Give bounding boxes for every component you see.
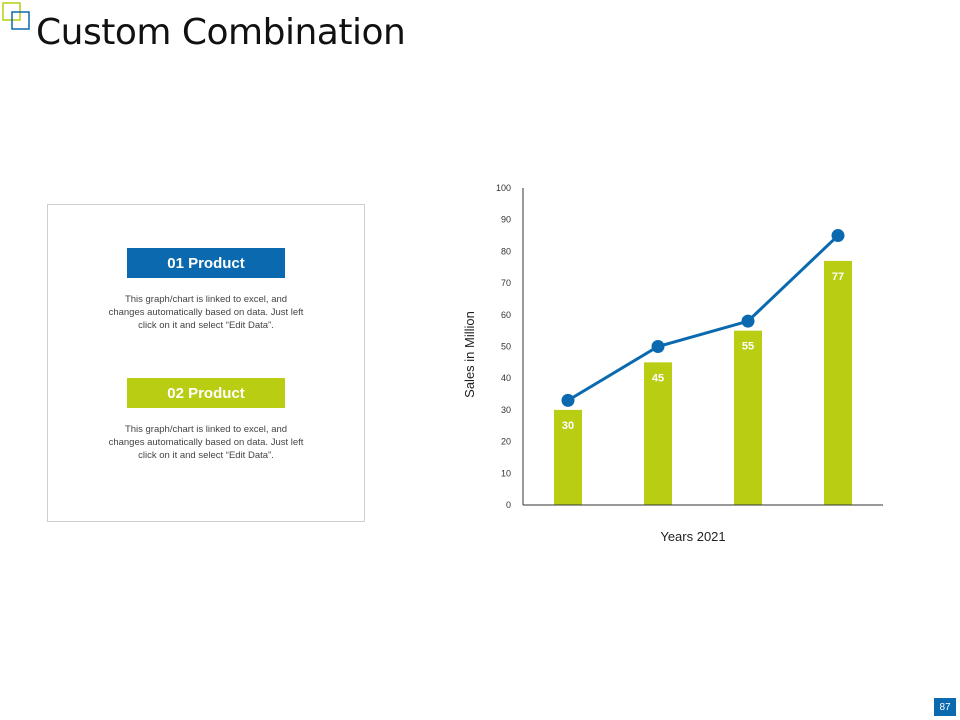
- y-tick-label: 40: [501, 373, 511, 383]
- y-tick-label: 20: [501, 437, 511, 447]
- legend-panel: 01 Product This graph/chart is linked to…: [47, 204, 365, 522]
- y-tick-label: 50: [501, 342, 511, 352]
- combo-chart: 0 10 20 30 40 50 60 70 80 90 100 30 45 55 77 Sales in…: [462, 183, 883, 544]
- bar-series: [554, 260, 852, 505]
- y-tick-label: 0: [506, 500, 511, 510]
- line-point: [651, 340, 665, 353]
- y-tick-label: 90: [501, 215, 511, 225]
- series-line: [567, 234, 840, 402]
- product2-description: This graph/chart is linked to excel, and…: [108, 424, 304, 461]
- bar-data-label: 45: [652, 372, 664, 384]
- product1-description: This graph/chart is linked to excel, and…: [108, 294, 304, 331]
- y-tick-label: 60: [501, 310, 511, 320]
- page-number: 87: [934, 698, 956, 716]
- product1-badge: 01 Product: [127, 248, 285, 278]
- bar: [824, 260, 852, 505]
- x-axis-label: Years 2021: [660, 529, 725, 544]
- y-tick-label: 10: [501, 468, 511, 478]
- line-series: [561, 229, 845, 407]
- y-axis-ticks: 0 10 20 30 40 50 60 70 80 90 100: [496, 183, 511, 510]
- product2-badge: 02 Product: [127, 378, 285, 408]
- line-point: [561, 393, 575, 407]
- bar-data-labels: 30 45 55 77: [562, 271, 844, 432]
- y-tick-label: 30: [501, 405, 511, 415]
- y-tick-label: 80: [501, 246, 511, 256]
- bar: [734, 330, 762, 505]
- y-tick-label: 70: [501, 278, 511, 288]
- bar-data-label: 77: [832, 271, 844, 283]
- line-point: [741, 314, 755, 328]
- line-point: [831, 229, 845, 243]
- bar: [644, 362, 672, 505]
- bar-data-label: 55: [742, 341, 754, 353]
- bar-data-label: 30: [562, 420, 574, 432]
- bar: [554, 409, 582, 505]
- logo-squares-icon: [2, 2, 30, 30]
- y-axis-label: Sales in Million: [462, 311, 477, 398]
- slide-title: Custom Combination: [36, 12, 406, 53]
- y-tick-label: 100: [496, 183, 511, 193]
